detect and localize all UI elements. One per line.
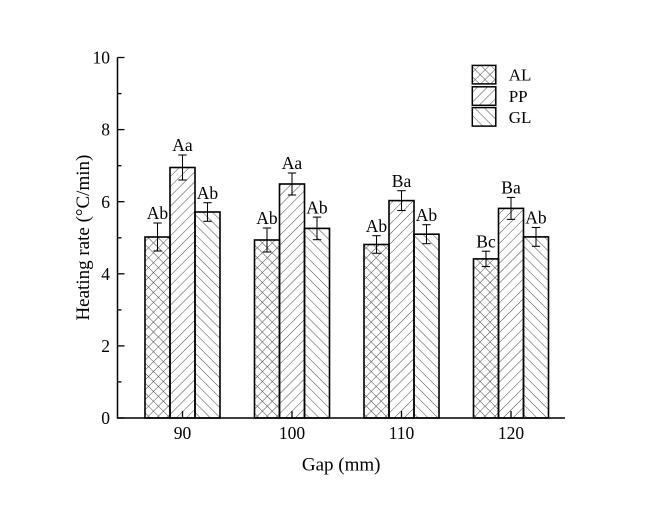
- svg-text:Ab: Ab: [197, 183, 219, 203]
- svg-text:Ab: Ab: [366, 216, 388, 236]
- svg-text:Aa: Aa: [282, 153, 303, 173]
- svg-text:6: 6: [101, 192, 110, 212]
- svg-text:Heating rate (°C/min): Heating rate (°C/min): [73, 155, 94, 321]
- svg-text:Ab: Ab: [306, 197, 328, 217]
- svg-text:120: 120: [498, 423, 525, 443]
- svg-text:Ba: Ba: [392, 171, 412, 191]
- svg-text:AL: AL: [509, 66, 532, 85]
- svg-text:10: 10: [93, 48, 111, 68]
- svg-text:Gap (mm): Gap (mm): [302, 455, 381, 476]
- svg-text:90: 90: [174, 423, 192, 443]
- svg-text:Ab: Ab: [256, 208, 278, 228]
- svg-text:Ba: Ba: [501, 178, 521, 198]
- svg-text:110: 110: [389, 423, 415, 443]
- svg-text:0: 0: [101, 408, 110, 428]
- svg-text:100: 100: [279, 423, 306, 443]
- svg-text:GL: GL: [509, 108, 532, 127]
- svg-text:4: 4: [101, 264, 110, 284]
- svg-text:PP: PP: [509, 87, 528, 106]
- svg-text:Bc: Bc: [476, 231, 496, 251]
- svg-text:Ab: Ab: [525, 208, 547, 228]
- svg-text:8: 8: [101, 120, 110, 140]
- svg-text:2: 2: [101, 336, 110, 356]
- svg-text:Ab: Ab: [416, 205, 438, 225]
- svg-text:Aa: Aa: [172, 135, 193, 155]
- svg-text:Ab: Ab: [147, 203, 169, 223]
